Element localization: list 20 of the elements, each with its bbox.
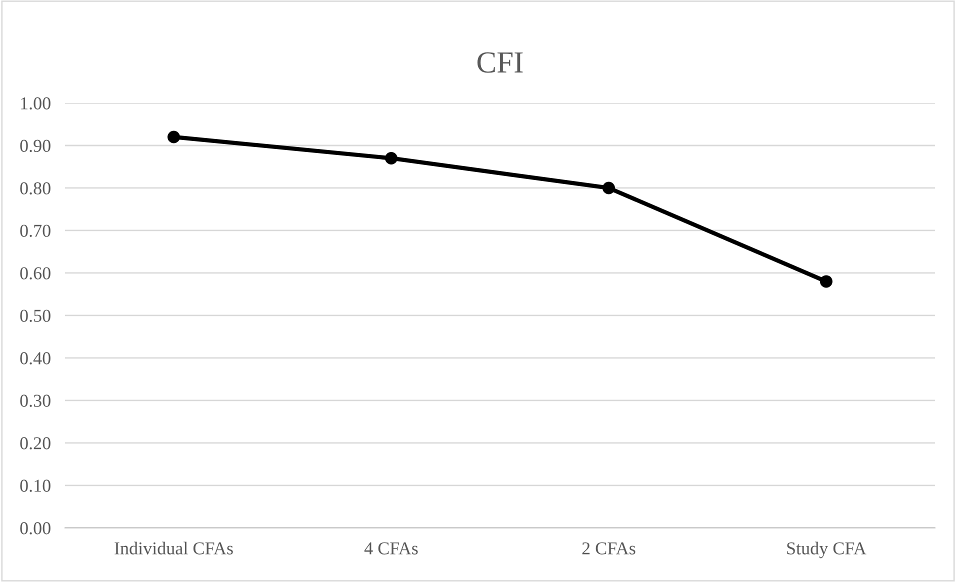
y-tick-label: 1.00 — [21, 97, 50, 110]
point — [168, 130, 180, 144]
y-tick-label: 0.30 — [20, 394, 50, 407]
chart-title: CFI — [477, 52, 523, 73]
y-tick-label: 0.20 — [20, 437, 50, 450]
y-tick-label: 0.10 — [20, 480, 50, 492]
point — [384, 152, 398, 164]
x-tick-label: Study CFA — [787, 542, 866, 558]
y-tick-label: 0.50 — [20, 310, 50, 322]
x-tick-label: Individual CFAs — [114, 542, 233, 554]
y-tick-label: 0.60 — [20, 267, 50, 280]
y-tick-label: 0.70 — [20, 224, 50, 237]
x-tick-label: 4 CFAs — [364, 542, 418, 554]
x-tick-label: 2 CFAs — [582, 542, 636, 554]
y-tick-label: 0.40 — [20, 352, 50, 364]
point — [820, 275, 832, 288]
point — [602, 182, 615, 194]
y-tick-label: 0.80 — [20, 182, 50, 195]
y-tick-label: 0.00 — [20, 522, 50, 534]
y-tick-label: 0.90 — [20, 140, 50, 152]
